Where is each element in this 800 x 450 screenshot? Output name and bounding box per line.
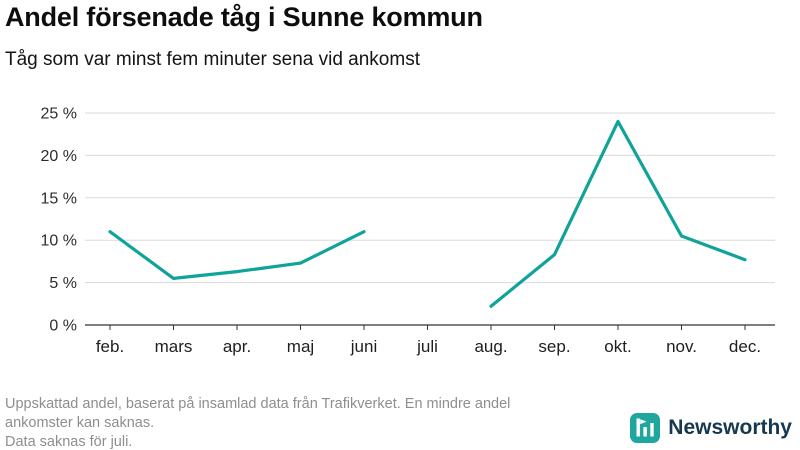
x-tick-label: juli bbox=[416, 337, 438, 356]
y-tick-label: 25 % bbox=[41, 106, 77, 123]
newsworthy-brand[interactable]: Newsworthy bbox=[630, 413, 792, 443]
x-tick-label: aug. bbox=[474, 337, 507, 356]
brand-name: Newsworthy bbox=[668, 416, 792, 439]
source-note: Uppskattad andel, baserat på insamlad da… bbox=[5, 395, 510, 450]
source-note-line-2: ankomster kan saknas. bbox=[5, 415, 155, 431]
y-tick-label: 15 % bbox=[41, 190, 77, 207]
x-tick-label: nov. bbox=[666, 337, 697, 356]
x-tick-label: feb. bbox=[96, 337, 124, 356]
y-tick-label: 0 % bbox=[49, 318, 77, 335]
y-tick-label: 5 % bbox=[49, 275, 77, 292]
line-chart: 0 % 5 % 10 % 15 % 20 % 25 % feb. mars apr. maj jun… bbox=[41, 106, 775, 356]
source-note-line-1: Uppskattad andel, baserat på insamlad da… bbox=[5, 396, 511, 412]
x-tick-label: mars bbox=[155, 337, 193, 356]
newsworthy-logo-icon bbox=[630, 413, 661, 443]
x-tick-label: juni bbox=[350, 337, 377, 356]
x-tick-label: sep. bbox=[538, 337, 570, 356]
y-tick-label: 10 % bbox=[41, 233, 77, 250]
x-tick-label: okt. bbox=[604, 337, 631, 356]
x-tick-label: maj bbox=[287, 337, 314, 356]
x-tick-label: dec. bbox=[729, 337, 761, 356]
x-tick-label: apr. bbox=[223, 337, 251, 356]
data-line bbox=[108, 119, 747, 308]
source-note-line-3: Data saknas för juli. bbox=[5, 434, 133, 450]
chart-subtitle: Tåg som var minst fem minuter sena vid a… bbox=[5, 49, 420, 70]
page-title: Andel försenade tåg i Sunne kommun bbox=[5, 2, 483, 32]
y-tick-label: 20 % bbox=[41, 148, 77, 165]
